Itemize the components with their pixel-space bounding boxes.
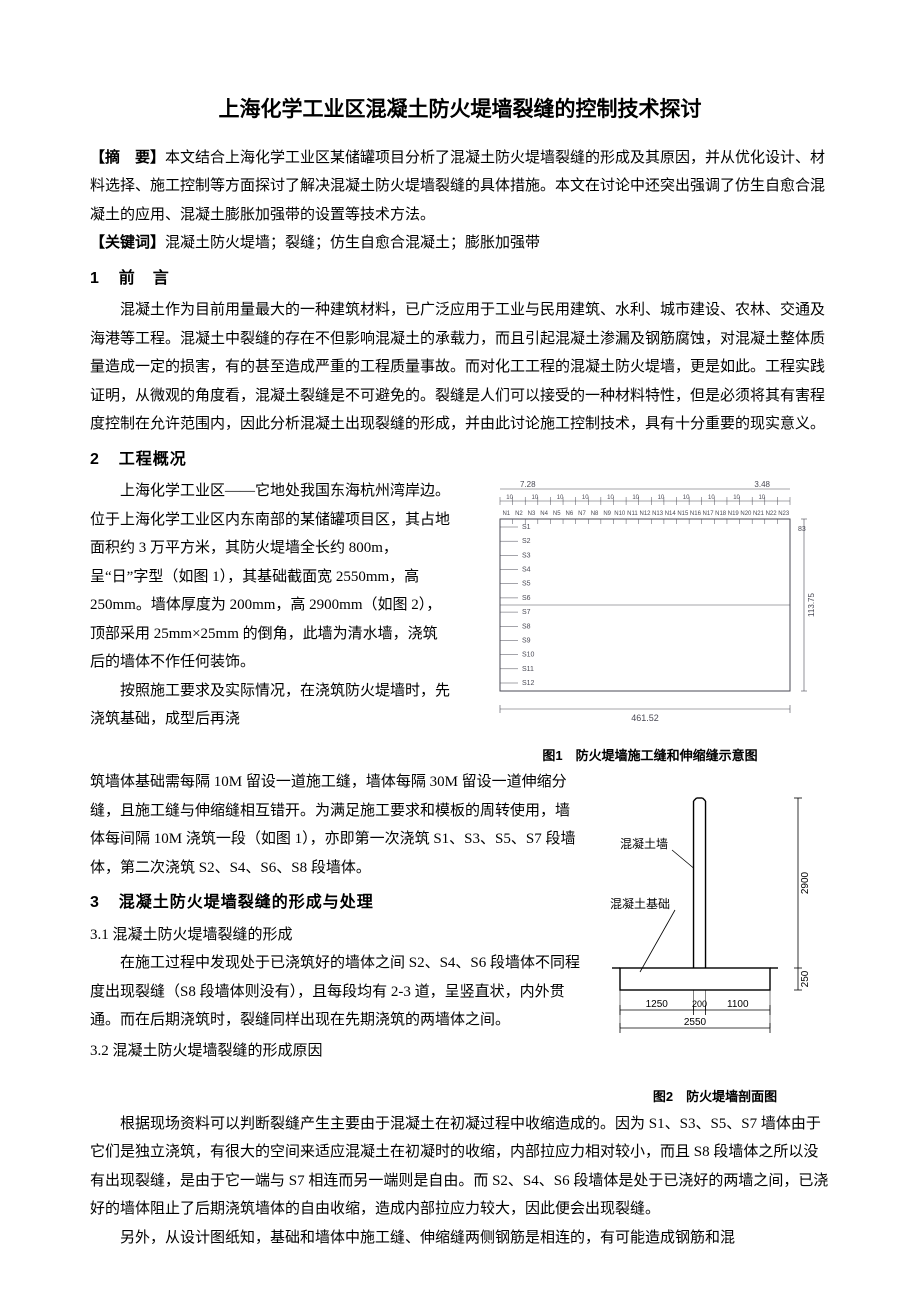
svg-text:10: 10 bbox=[708, 495, 715, 501]
svg-text:N15: N15 bbox=[677, 511, 689, 517]
section-3-2-p-a: 根据现场资料可以判断裂缝产生主要由于混凝土在初凝过程中收缩造成的。因为 S1、S… bbox=[90, 1110, 830, 1224]
section-3-1-p: 在施工过程中发现处于已浇筑好的墙体之间 S2、S4、S6 段墙体不同程度出现裂缝… bbox=[90, 949, 582, 1035]
svg-text:N9: N9 bbox=[603, 511, 611, 517]
svg-text:S1: S1 bbox=[522, 524, 531, 531]
svg-text:10: 10 bbox=[531, 495, 538, 501]
section-2-p1: 上海化学工业区——它地处我国东海杭州湾岸边。位于上海化学工业区内东南部的某储罐项… bbox=[90, 477, 452, 677]
section-2-num: 2 bbox=[90, 445, 119, 475]
svg-text:N5: N5 bbox=[553, 511, 561, 517]
svg-text:S4: S4 bbox=[522, 567, 531, 574]
abstract-label: 【摘 要】 bbox=[90, 149, 165, 166]
svg-text:S12: S12 bbox=[522, 680, 535, 687]
section-1-num: 1 bbox=[90, 264, 119, 294]
section-3-2-p-b: 另外，从设计图纸知，基础和墙体中施工缝、伸缩缝两侧钢筋是相连的，有可能造成钢筋和… bbox=[90, 1224, 830, 1253]
section-3-heading: 3混凝土防火堤墙裂缝的形成与处理 bbox=[90, 888, 582, 918]
figure-2-svg: 混凝土墙混凝土基础 2900 250 1250 200 1100 2550 bbox=[600, 788, 830, 1068]
figure-1-caption: 图1 防火堤墙施工缝和伸缩缝示意图 bbox=[470, 744, 830, 769]
svg-text:N17: N17 bbox=[703, 511, 715, 517]
subsection-3-1: 3.1 混凝土防火堤墙裂缝的形成 bbox=[90, 921, 582, 950]
svg-text:1250: 1250 bbox=[646, 999, 669, 1010]
svg-text:N21: N21 bbox=[753, 511, 765, 517]
svg-text:10: 10 bbox=[733, 495, 740, 501]
section-2-heading: 2工程概况 bbox=[90, 445, 830, 475]
section-2-p2b: 筑墙体基础需每隔 10M 留设一道施工缝，墙体每隔 30M 留设一道伸缩分缝，且… bbox=[90, 768, 582, 882]
svg-text:混凝土基础: 混凝土基础 bbox=[610, 896, 670, 911]
svg-text:S5: S5 bbox=[522, 581, 531, 588]
svg-text:N20: N20 bbox=[740, 511, 752, 517]
svg-text:N18: N18 bbox=[715, 511, 727, 517]
svg-text:461.52: 461.52 bbox=[631, 713, 659, 723]
svg-text:S10: S10 bbox=[522, 652, 535, 659]
section-1-title: 前 言 bbox=[119, 270, 170, 287]
svg-text:N6: N6 bbox=[566, 511, 574, 517]
svg-text:N3: N3 bbox=[528, 511, 536, 517]
svg-text:10: 10 bbox=[683, 495, 690, 501]
figure-1-svg: 7.28 3.48 10 10 10 10 10 10 10 10 10 10 10 N1 N2 N3 N4 N5… bbox=[470, 477, 830, 727]
svg-text:S9: S9 bbox=[522, 638, 531, 645]
svg-text:10: 10 bbox=[632, 495, 639, 501]
abstract: 【摘 要】本文结合上海化学工业区某储罐项目分析了混凝土防火堤墙裂缝的形成及其原因… bbox=[90, 144, 830, 258]
section-2-p2a: 按照施工要求及实际情况，在浇筑防火堤墙时，先浇筑基础，成型后再浇 bbox=[90, 677, 452, 734]
svg-text:S8: S8 bbox=[522, 623, 531, 630]
svg-text:N12: N12 bbox=[639, 511, 651, 517]
figure-2-caption: 图2 防火堤墙剖面图 bbox=[600, 1085, 830, 1110]
subsection-3-2: 3.2 混凝土防火堤墙裂缝的形成原因 bbox=[90, 1037, 582, 1066]
svg-text:S6: S6 bbox=[522, 595, 531, 602]
svg-text:10: 10 bbox=[557, 495, 564, 501]
section-2-title: 工程概况 bbox=[119, 451, 187, 468]
section-1-p1: 混凝土作为目前用量最大的一种建筑材料，已广泛应用于工业与民用建筑、水利、城市建设… bbox=[90, 296, 830, 439]
svg-text:N13: N13 bbox=[652, 511, 664, 517]
svg-text:10: 10 bbox=[506, 495, 513, 501]
svg-text:2550: 2550 bbox=[684, 1017, 707, 1028]
svg-text:N1: N1 bbox=[502, 511, 510, 517]
section-3-num: 3 bbox=[90, 888, 119, 918]
svg-text:N10: N10 bbox=[614, 511, 626, 517]
svg-text:N19: N19 bbox=[728, 511, 740, 517]
svg-text:3.48: 3.48 bbox=[754, 480, 770, 489]
svg-text:S3: S3 bbox=[522, 553, 531, 560]
svg-text:S2: S2 bbox=[522, 538, 531, 545]
section-1-heading: 1前 言 bbox=[90, 264, 830, 294]
svg-text:N16: N16 bbox=[690, 511, 702, 517]
svg-text:N2: N2 bbox=[515, 511, 523, 517]
abstract-text: 本文结合上海化学工业区某储罐项目分析了混凝土防火堤墙裂缝的形成及其原因，并从优化… bbox=[90, 150, 825, 223]
svg-text:250: 250 bbox=[800, 971, 811, 988]
keywords-text: 混凝土防火堤墙；裂缝；仿生自愈合混凝土；膨胀加强带 bbox=[165, 235, 540, 251]
svg-text:2900: 2900 bbox=[800, 872, 811, 895]
svg-text:N8: N8 bbox=[591, 511, 599, 517]
svg-text:N11: N11 bbox=[627, 511, 638, 517]
keywords-label: 【关键词】 bbox=[90, 234, 165, 251]
svg-text:10: 10 bbox=[658, 495, 665, 501]
svg-text:N7: N7 bbox=[578, 511, 586, 517]
page-title: 上海化学工业区混凝土防火堤墙裂缝的控制技术探讨 bbox=[90, 90, 830, 130]
svg-text:N14: N14 bbox=[665, 511, 677, 517]
svg-text:113.75: 113.75 bbox=[807, 593, 816, 617]
svg-text:S11: S11 bbox=[522, 666, 534, 673]
svg-text:N23: N23 bbox=[778, 511, 790, 517]
svg-text:混凝土墙: 混凝土墙 bbox=[620, 836, 668, 851]
svg-text:10: 10 bbox=[582, 495, 589, 501]
svg-text:10: 10 bbox=[758, 495, 765, 501]
svg-text:1100: 1100 bbox=[727, 999, 749, 1010]
svg-text:200: 200 bbox=[692, 999, 707, 1009]
svg-text:S7: S7 bbox=[522, 609, 531, 616]
svg-text:N4: N4 bbox=[540, 511, 548, 517]
section-3-title: 混凝土防火堤墙裂缝的形成与处理 bbox=[119, 894, 374, 911]
svg-text:83: 83 bbox=[798, 526, 806, 533]
svg-text:10: 10 bbox=[607, 495, 614, 501]
svg-text:7.28: 7.28 bbox=[520, 480, 536, 489]
svg-text:N22: N22 bbox=[766, 511, 778, 517]
